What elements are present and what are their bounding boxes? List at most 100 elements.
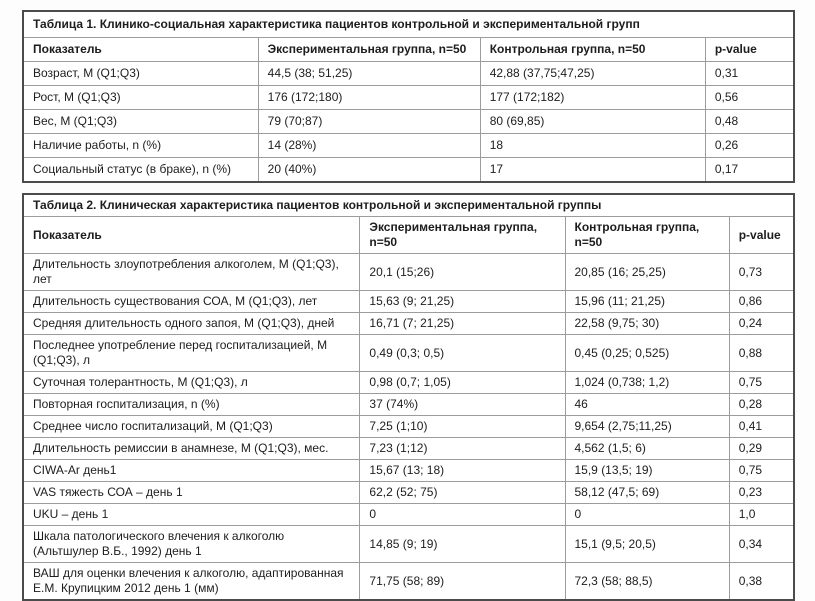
value-cell: 7,23 (1;12) (359, 437, 566, 460)
column-header: Контрольная группа, n=50 (479, 37, 706, 62)
indicator-cell: Социальный статус (в браке), n (%) (22, 157, 259, 183)
value-cell: 72,3 (58; 88,5) (564, 562, 730, 601)
indicator-cell: ВАШ для оценки влечения к алкоголю, адап… (22, 562, 361, 601)
value-cell: 0 (564, 503, 730, 526)
value-cell: 79 (70;87) (257, 109, 481, 134)
value-cell: 17 (479, 157, 706, 183)
indicator-cell: Суточная толерантность, М (Q1;Q3), л (22, 371, 361, 394)
value-cell: 176 (172;180) (257, 85, 481, 110)
value-cell: 0,73 (728, 253, 795, 291)
value-cell: 0,29 (728, 437, 795, 460)
table-title: Таблица 2. Клиническая характеристика па… (22, 193, 795, 217)
value-cell: 15,1 (9,5; 20,5) (564, 525, 730, 563)
table-row: Возраст, М (Q1;Q3) 44,5 (38; 51,25) 42,88 … (22, 61, 795, 86)
value-cell: 37 (74%) (359, 393, 566, 416)
value-cell: 0,48 (704, 109, 795, 134)
value-cell: 0,45 (0,25; 0,525) (564, 334, 730, 372)
column-header-row: Показатель Экспериментальная группа, n=50… (22, 216, 795, 254)
value-cell: 0,24 (728, 312, 795, 335)
indicator-cell: Последнее употребление перед госпитализа… (22, 334, 361, 372)
value-cell: 15,9 (13,5; 19) (564, 459, 730, 482)
table-title-row: Таблица 2. Клиническая характеристика па… (22, 193, 795, 217)
value-cell: 9,654 (2,75;11,25) (564, 415, 730, 438)
value-cell: 7,25 (1;10) (359, 415, 566, 438)
indicator-cell: Среднее число госпитализаций, М (Q1;Q3) (22, 415, 361, 438)
table-row: ВАШ для оценки влечения к алкоголю, адап… (22, 562, 795, 601)
value-cell: 0,98 (0,7; 1,05) (359, 371, 566, 394)
indicator-cell: Длительность существования СОА, М (Q1;Q3… (22, 290, 361, 313)
value-cell: 0,31 (704, 61, 795, 86)
column-header: p-value (728, 216, 795, 254)
column-header: Контрольная группа, n=50 (564, 216, 730, 254)
value-cell: 80 (69,85) (479, 109, 706, 134)
table-row: CIWA-Ar день1 15,67 (13; 18) 15,9 (13,5; 1… (22, 459, 795, 482)
value-cell: 0,34 (728, 525, 795, 563)
value-cell: 42,88 (37,75;47,25) (479, 61, 706, 86)
table-row: Длительность ремиссии в анамнезе, М (Q1;… (22, 437, 795, 460)
value-cell: 0,26 (704, 133, 795, 158)
value-cell: 4,562 (1,5; 6) (564, 437, 730, 460)
value-cell: 15,63 (9; 21,25) (359, 290, 566, 313)
value-cell: 0,88 (728, 334, 795, 372)
table-title-row: Таблица 1. Клинико-социальная характерис… (22, 10, 795, 38)
value-cell: 0,56 (704, 85, 795, 110)
indicator-cell: Повторная госпитализация, n (%) (22, 393, 361, 416)
value-cell: 0,75 (728, 459, 795, 482)
value-cell: 71,75 (58; 89) (359, 562, 566, 601)
value-cell: 14 (28%) (257, 133, 481, 158)
value-cell: 0,75 (728, 371, 795, 394)
value-cell: 14,85 (9; 19) (359, 525, 566, 563)
value-cell: 0,49 (0,3; 0,5) (359, 334, 566, 372)
value-cell: 0,28 (728, 393, 795, 416)
indicator-cell: Шкала патологического влечения к алкогол… (22, 525, 361, 563)
table-row: Среднее число госпитализаций, М (Q1;Q3) 7… (22, 415, 795, 438)
value-cell: 0,86 (728, 290, 795, 313)
column-header: p-value (704, 37, 795, 62)
indicator-cell: CIWA-Ar день1 (22, 459, 361, 482)
table-title: Таблица 1. Клинико-социальная характерис… (22, 10, 795, 38)
value-cell: 44,5 (38; 51,25) (257, 61, 481, 86)
indicator-cell: Средняя длительность одного запоя, М (Q1… (22, 312, 361, 335)
indicator-cell: UKU – день 1 (22, 503, 361, 526)
table-row: Социальный статус (в браке), n (%) 20 (40… (22, 157, 795, 183)
table-row: Суточная толерантность, М (Q1;Q3), л 0,98… (22, 371, 795, 394)
table-row: Последнее употребление перед госпитализа… (22, 334, 795, 372)
value-cell: 22,58 (9,75; 30) (564, 312, 730, 335)
value-cell: 0,23 (728, 481, 795, 504)
column-header: Экспериментальная группа, n=50 (359, 216, 566, 254)
value-cell: 20,85 (16; 25,25) (564, 253, 730, 291)
table-row: Шкала патологического влечения к алкогол… (22, 525, 795, 563)
value-cell: 0,41 (728, 415, 795, 438)
value-cell: 1,024 (0,738; 1,2) (564, 371, 730, 394)
table-row: Длительность злоупотребления алкоголем, … (22, 253, 795, 291)
value-cell: 15,96 (11; 21,25) (564, 290, 730, 313)
table-row: Наличие работы, n (%) 14 (28%) 18 0,26 (22, 133, 795, 158)
document-page: Таблица 1. Клинико-социальная характерис… (22, 10, 795, 601)
indicator-cell: Возраст, М (Q1;Q3) (22, 61, 259, 86)
value-cell: 20 (40%) (257, 157, 481, 183)
table-row: Повторная госпитализация, n (%) 37 (74%) 4… (22, 393, 795, 416)
column-header: Показатель (22, 216, 361, 254)
value-cell: 62,2 (52; 75) (359, 481, 566, 504)
value-cell: 0 (359, 503, 566, 526)
table-row: Вес, М (Q1;Q3) 79 (70;87) 80 (69,85) 0,48 (22, 109, 795, 134)
value-cell: 0,38 (728, 562, 795, 601)
indicator-cell: Длительность ремиссии в анамнезе, М (Q1;… (22, 437, 361, 460)
indicator-cell: Рост, М (Q1;Q3) (22, 85, 259, 110)
indicator-cell: VAS тяжесть СОА – день 1 (22, 481, 361, 504)
value-cell: 16,71 (7; 21,25) (359, 312, 566, 335)
value-cell: 15,67 (13; 18) (359, 459, 566, 482)
column-header: Показатель (22, 37, 259, 62)
table-row: Средняя длительность одного запоя, М (Q1… (22, 312, 795, 335)
table-row: Длительность существования СОА, М (Q1;Q3… (22, 290, 795, 313)
table-row: UKU – день 1 0 0 1,0 (22, 503, 795, 526)
indicator-cell: Наличие работы, n (%) (22, 133, 259, 158)
indicator-cell: Длительность злоупотребления алкоголем, … (22, 253, 361, 291)
column-header-row: Показатель Экспериментальная группа, n=50… (22, 37, 795, 62)
value-cell: 0,17 (704, 157, 795, 183)
indicator-cell: Вес, М (Q1;Q3) (22, 109, 259, 134)
table-row: Рост, М (Q1;Q3) 176 (172;180) 177 (172;182… (22, 85, 795, 110)
value-cell: 177 (172;182) (479, 85, 706, 110)
table-clinico-social-characteristics: Таблица 1. Клинико-социальная характерис… (22, 10, 795, 183)
table-row: VAS тяжесть СОА – день 1 62,2 (52; 75) 58,… (22, 481, 795, 504)
